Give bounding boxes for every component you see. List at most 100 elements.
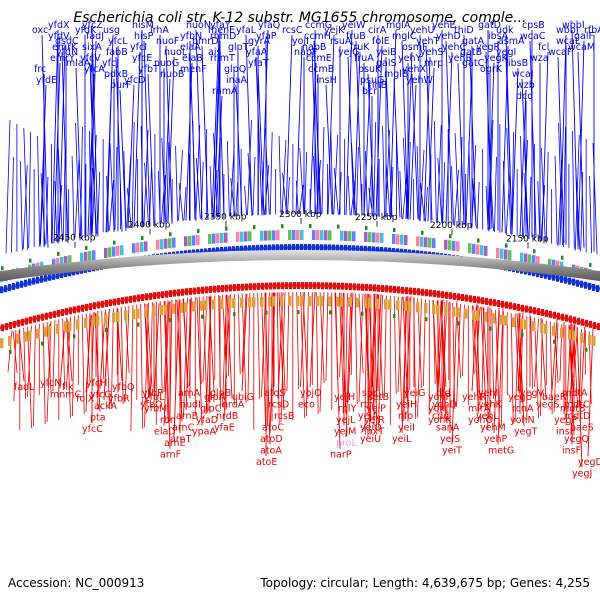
reverse-feature-block <box>348 297 352 308</box>
forward-leader-line <box>540 147 546 242</box>
forward-leader-line <box>230 177 236 217</box>
reverse-feature-block <box>252 297 256 308</box>
forward-gene-label: glpQ <box>224 64 246 75</box>
reverse-cds-arrow <box>512 303 516 311</box>
reverse-feature-block <box>48 325 52 336</box>
forward-leader-line <box>157 170 161 224</box>
reverse-cds-arrow <box>140 294 144 301</box>
reverse-cds-arrow <box>332 282 336 290</box>
forward-cds-arrow <box>44 274 48 282</box>
rna-marker <box>393 227 396 232</box>
kbp-ticks: 2450 kbp 2400 kbp 2350 kbp 2300 kbp 2250 kbp… <box>53 210 549 249</box>
forward-leader-line <box>109 179 114 231</box>
reverse-feature-block <box>376 298 380 309</box>
forward-leader-line <box>192 120 196 220</box>
reverse-feature-block <box>172 303 176 314</box>
reverse-cds-arrow <box>480 297 484 305</box>
forward-cds-arrow <box>284 244 288 252</box>
reverse-gene-label: mdtA <box>562 388 588 399</box>
reverse-feature-block <box>568 329 572 340</box>
reverse-gene-label: flk <box>62 382 74 393</box>
reverse-feature-block <box>424 303 428 314</box>
reverse-cds-arrow <box>144 293 148 301</box>
forward-gene-label: folE <box>372 36 390 47</box>
reverse-cds-arrow <box>124 296 128 304</box>
forward-gene-label: gatC <box>462 58 485 69</box>
reverse-cds-arrow <box>572 316 576 324</box>
forward-leader-line <box>235 181 239 216</box>
forward-leader-line <box>213 132 218 218</box>
forward-feature-block <box>172 237 176 248</box>
reverse-feature-block <box>308 296 312 307</box>
forward-gene-label: yegR <box>476 42 500 53</box>
reverse-cds-arrow <box>536 308 540 316</box>
forward-leader-line <box>245 34 253 216</box>
forward-leader-line <box>126 187 132 229</box>
reverse-leader-line <box>510 312 514 425</box>
reverse-feature-block <box>272 296 276 307</box>
reverse-gene-label: yehL <box>476 411 499 422</box>
forward-gene-label: yfcZ <box>82 20 103 31</box>
forward-cds-arrow <box>280 244 284 252</box>
reverse-feature-block <box>408 301 412 312</box>
forward-cds-arrow <box>248 245 252 253</box>
forward-gene-label: yfaP <box>256 31 277 42</box>
rna-marker <box>521 332 524 337</box>
forward-gene-label: yfcL <box>108 36 128 47</box>
forward-gene-label: wcaM <box>568 42 595 53</box>
reverse-gene-label: mlrA <box>468 404 491 415</box>
reverse-leader-line <box>436 301 442 383</box>
rna-marker <box>489 326 492 331</box>
forward-gene-label: dsdC <box>55 36 79 47</box>
forward-gene-label: dcd <box>516 91 533 102</box>
reverse-gene-label: folX <box>76 394 95 405</box>
reverse-feature-block <box>532 321 536 332</box>
reverse-cds-arrow <box>460 294 464 301</box>
forward-leader-line <box>571 130 575 249</box>
forward-leader-line <box>471 144 477 229</box>
reverse-cds-arrow <box>448 292 452 300</box>
forward-leader-line <box>574 134 580 251</box>
reverse-cds-arrow <box>408 287 412 295</box>
reverse-leader-line <box>120 306 124 405</box>
reverse-gene-label: yeiR <box>364 415 385 426</box>
forward-gene-label: yegI <box>496 47 516 58</box>
forward-cds-arrow <box>40 275 44 283</box>
reverse-cds-arrow <box>172 289 176 297</box>
forward-leader-line <box>39 84 47 247</box>
forward-gene-label: sixA <box>82 42 102 53</box>
reverse-cds-arrow <box>184 288 188 296</box>
forward-gene-label: yehS <box>420 47 444 58</box>
rna-marker <box>113 240 116 245</box>
forward-leader-line <box>28 131 32 249</box>
reverse-cds-arrow <box>188 287 192 295</box>
rna-marker <box>561 255 564 260</box>
reverse-gene-label: arnB <box>176 411 198 422</box>
forward-gene-label: yojI <box>292 36 309 47</box>
forward-gene-label: inaA <box>226 75 247 86</box>
reverse-leader-line <box>144 302 149 428</box>
forward-leader-line <box>523 139 528 239</box>
forward-gene-labels: yfdXyfdVemrKemrYfrcoxcyfdEyfdKyfcZdsdCyf… <box>32 20 600 102</box>
forward-gene-label: elaB <box>182 53 203 64</box>
reverse-gene-label: yeiG <box>404 388 425 399</box>
forward-leader-line <box>468 140 472 228</box>
reverse-gene-label: mdtB <box>560 404 586 415</box>
forward-leader-line <box>309 62 317 215</box>
reverse-leader-line <box>300 291 305 388</box>
reverse-leader-line <box>579 326 586 422</box>
tick-label: 2200 kbp <box>430 221 473 231</box>
forward-cds-arrow <box>588 282 592 290</box>
reverse-leader-line <box>534 318 539 388</box>
reverse-gene-label: narP <box>330 450 352 461</box>
forward-feature-block <box>120 245 124 256</box>
reverse-leader-line <box>514 314 520 423</box>
reverse-cds-arrow <box>192 287 196 295</box>
forward-cds-arrow <box>584 281 588 289</box>
reverse-leader-line <box>403 297 407 422</box>
reverse-gene-label: mdtC <box>564 400 590 411</box>
forward-leader-line <box>97 171 101 233</box>
forward-feature-block <box>316 230 320 241</box>
reverse-feature-block <box>592 335 596 346</box>
reverse-cds-arrow <box>300 282 304 289</box>
